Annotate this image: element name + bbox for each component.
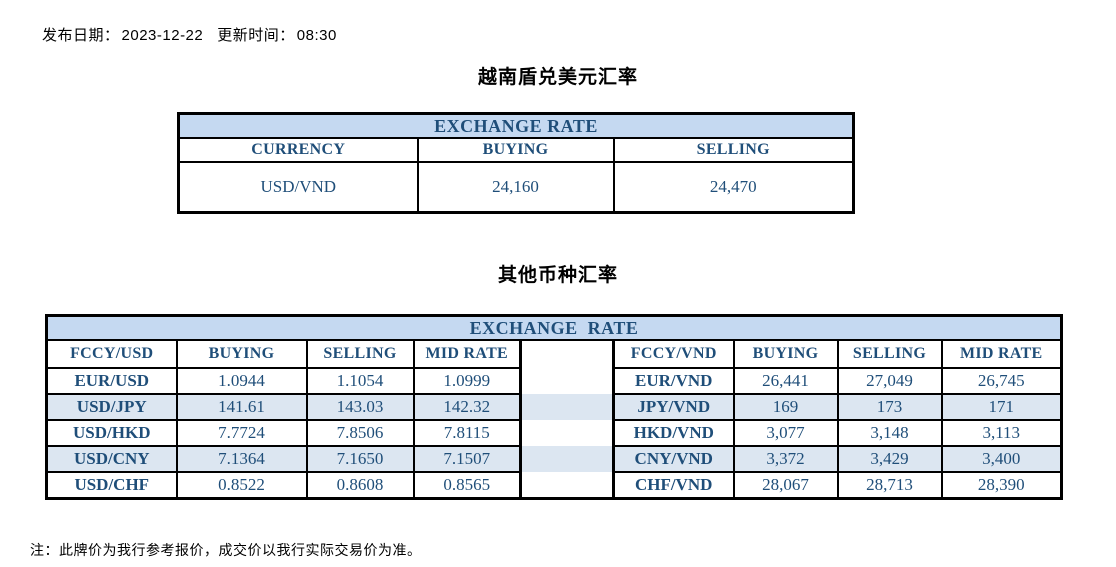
section2-title: 其他币种汇率 [497, 265, 618, 286]
selling-rate-cell: 7.1650 [305, 445, 415, 473]
table2-header-buying-left: BUYING [175, 339, 308, 369]
mid-rate-cell: 1.0999 [412, 367, 522, 395]
table2-header-midrate-left: MID RATE [412, 339, 522, 369]
mid-rate-cell: 28,390 [940, 471, 1063, 500]
mid-rate-cell: 171 [940, 393, 1063, 421]
buying-rate-cell: 7.1364 [175, 445, 308, 473]
table-row: USD/JPY 141.61 143.03 142.32 JPY/VND 169… [45, 393, 1063, 421]
update-time-label: 更新时间： [217, 27, 295, 44]
buying-rate-cell: 169 [732, 393, 839, 421]
buying-rate-cell: 3,077 [732, 419, 839, 447]
selling-rate-cell: 1.1054 [305, 367, 415, 395]
table2-header-selling-right: SELLING [836, 339, 943, 369]
mid-rate-cell: 26,745 [940, 367, 1063, 395]
pair-cell: USD/CHF [45, 471, 178, 500]
table2-band-title: EXCHANGE RATE [45, 314, 1063, 341]
buying-rate-cell: 28,067 [732, 471, 839, 500]
table-row: USD/CNY 7.1364 7.1650 7.1507 CNY/VND 3,3… [45, 445, 1063, 473]
mid-rate-cell: 7.8115 [412, 419, 522, 447]
table2-header-buying-right: BUYING [732, 339, 839, 369]
spacer-column-cell [519, 340, 615, 368]
spacer-column-cell [519, 420, 615, 446]
table2-header-selling-left: SELLING [305, 339, 415, 369]
table-row: USD/CHF 0.8522 0.8608 0.8565 CHF/VND 28,… [45, 471, 1063, 500]
selling-rate-cell: 28,713 [836, 471, 943, 500]
pair-cell: JPY/VND [612, 393, 735, 421]
publish-date-value: 2023-12-22 [121, 27, 204, 44]
buying-rate-cell: 26,441 [732, 367, 839, 395]
pair-cell: USD/JPY [45, 393, 178, 421]
selling-rate-cell: 3,148 [836, 419, 943, 447]
buying-rate-cell: 0.8522 [175, 471, 308, 500]
selling-rate-cell: 173 [836, 393, 943, 421]
disclaimer-note: 注：此牌价为我行参考报价，成交价以我行实际交易价为准。 [30, 542, 422, 558]
spacer-column-cell [519, 472, 615, 500]
update-time-value: 08:30 [296, 27, 337, 44]
selling-rate-cell: 0.8608 [305, 471, 415, 500]
table1-header-buying: BUYING [416, 137, 615, 163]
mid-rate-cell: 0.8565 [412, 471, 522, 500]
table1-header-currency: CURRENCY [177, 137, 419, 163]
pair-cell: USD/HKD [45, 419, 178, 447]
spacer-column-cell [519, 368, 615, 394]
pair-cell: HKD/VND [612, 419, 735, 447]
mid-rate-cell: 3,400 [940, 445, 1063, 473]
spacer-column-cell [519, 446, 615, 472]
pair-cell: USD/CNY [45, 445, 178, 473]
section1-title: 越南盾兑美元汇率 [477, 67, 638, 88]
buying-rate-cell: 24,160 [416, 161, 615, 214]
table2-header-fccy-usd: FCCY/USD [45, 339, 178, 369]
publish-meta-line: 发布日期： 2023-12-22 更新时间： 08:30 [42, 24, 339, 45]
buying-rate-cell: 7.7724 [175, 419, 308, 447]
mid-rate-cell: 3,113 [940, 419, 1063, 447]
pair-cell: CNY/VND [612, 445, 735, 473]
table2-header-midrate-right: MID RATE [940, 339, 1063, 369]
spacer-column-cell [519, 394, 615, 420]
selling-rate-cell: 24,470 [612, 161, 855, 214]
pair-cell: CHF/VND [612, 471, 735, 500]
selling-rate-cell: 143.03 [305, 393, 415, 421]
buying-rate-cell: 141.61 [175, 393, 308, 421]
mid-rate-cell: 142.32 [412, 393, 522, 421]
selling-rate-cell: 3,429 [836, 445, 943, 473]
table1-band-title: EXCHANGE RATE [177, 112, 855, 139]
buying-rate-cell: 1.0944 [175, 367, 308, 395]
publish-date-label: 发布日期： [42, 27, 120, 44]
table-row: USD/VND 24,160 24,470 [177, 161, 855, 214]
table2-header-fccy-vnd: FCCY/VND [612, 339, 735, 369]
mid-rate-cell: 7.1507 [412, 445, 522, 473]
other-currencies-rate-table: EXCHANGE RATE FCCY/USD BUYING SELLING MI… [45, 314, 1063, 500]
table-row: USD/HKD 7.7724 7.8506 7.8115 HKD/VND 3,0… [45, 419, 1063, 447]
selling-rate-cell: 7.8506 [305, 419, 415, 447]
usd-vnd-rate-table: EXCHANGE RATE CURRENCY BUYING SELLING US… [177, 112, 855, 214]
pair-cell: EUR/USD [45, 367, 178, 395]
currency-pair-cell: USD/VND [177, 161, 419, 214]
pair-cell: EUR/VND [612, 367, 735, 395]
selling-rate-cell: 27,049 [836, 367, 943, 395]
table-row: EUR/USD 1.0944 1.1054 1.0999 EUR/VND 26,… [45, 367, 1063, 395]
buying-rate-cell: 3,372 [732, 445, 839, 473]
table1-header-selling: SELLING [612, 137, 855, 163]
